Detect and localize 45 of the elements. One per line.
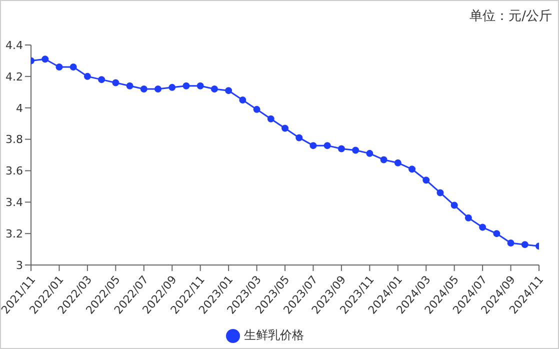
point	[422, 176, 430, 184]
point	[70, 64, 77, 70]
point	[267, 115, 274, 122]
y-tick-label: 3	[16, 258, 23, 272]
point	[366, 150, 374, 157]
y-tick-label: 3.6	[6, 164, 23, 178]
point	[154, 86, 162, 92]
point	[436, 189, 444, 196]
y-tick-label: 3.8	[6, 133, 23, 146]
y-tick-label: 3.2	[6, 227, 23, 240]
point	[140, 86, 148, 92]
y-axis-title: 单位：元/公斤	[470, 8, 552, 25]
y-tick-label: 4.2	[6, 70, 23, 84]
point	[168, 84, 176, 91]
point	[380, 156, 388, 164]
point	[479, 224, 486, 231]
point	[521, 241, 528, 248]
legend-label: 生鲜乳价格	[244, 328, 304, 342]
point	[225, 87, 232, 94]
point	[56, 64, 63, 70]
point	[84, 72, 91, 80]
point	[282, 124, 288, 132]
point	[112, 79, 120, 86]
point	[507, 240, 514, 246]
point	[394, 159, 402, 166]
point	[42, 56, 49, 63]
point	[310, 142, 317, 150]
point	[450, 202, 458, 209]
y-tick-label: 4.4	[6, 38, 23, 52]
point	[493, 230, 500, 238]
point	[182, 82, 190, 90]
point	[98, 76, 106, 84]
point	[338, 145, 345, 152]
point	[126, 82, 134, 90]
point	[239, 96, 246, 104]
point	[352, 146, 360, 154]
point	[324, 142, 331, 150]
point	[408, 166, 416, 173]
point	[296, 134, 303, 142]
point	[196, 82, 204, 90]
point	[210, 86, 218, 92]
y-tick-label: 3.4	[6, 196, 23, 210]
point	[253, 106, 260, 113]
y-tick-label: 4	[16, 102, 23, 115]
point	[464, 214, 472, 222]
